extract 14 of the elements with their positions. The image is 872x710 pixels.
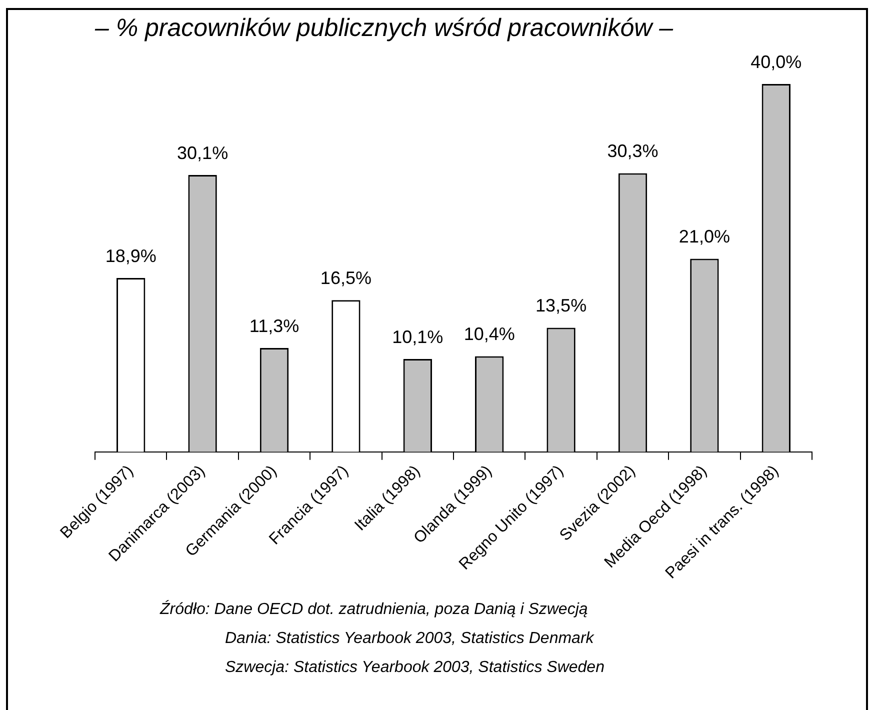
text: Źródło: Dane OECD dot. zatrudnienia, poza Danią i Szwecją — [158, 599, 589, 620]
data-label: 13,5% — [536, 296, 587, 316]
data-label: 18,9% — [105, 246, 156, 266]
data-label: 10,1% — [392, 326, 444, 347]
data-label: 40,0% — [750, 52, 802, 72]
data-label: 11,3% — [249, 316, 300, 336]
data-label: 10,4% — [464, 324, 515, 344]
data-label: 16,5% — [320, 268, 372, 288]
chart-title: – % pracowników publicznych wśród pracowników – — [94, 14, 674, 42]
text: Dania: Statistics Yearbook 2003, Statistics Denmark — [224, 629, 596, 649]
data-label: 30,1% — [177, 143, 228, 164]
data-label: 30,3% — [607, 141, 658, 162]
data-label: 21,0% — [678, 226, 730, 247]
text: Szwecja: Statistics Yearbook 2003, Statistics Sweden — [224, 658, 606, 678]
